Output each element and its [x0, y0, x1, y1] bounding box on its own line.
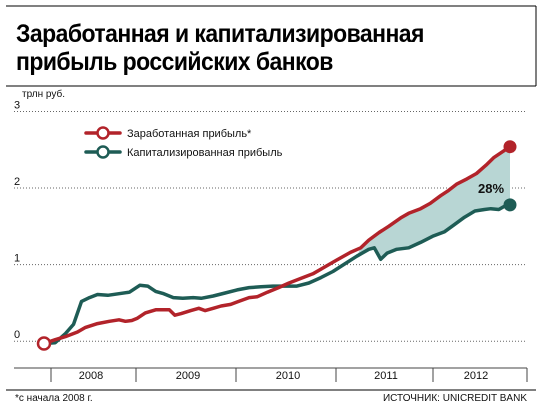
x-tick-label: 2012 [464, 370, 488, 382]
x-tick-label: 2009 [176, 370, 200, 382]
y-tick-label: 3 [14, 99, 20, 111]
axis-layer: 0 1 2 3 2008 2009 2010 2011 2012 [14, 99, 528, 382]
y-tick-label: 0 [14, 329, 20, 341]
source-note: ИСТОЧНИК: UNICREDIT BANK [383, 393, 527, 404]
chart-title-line-2: прибыль российских банков [16, 48, 333, 76]
legend-label: Заработанная прибыль* [127, 128, 252, 140]
chart-title-line-1: Заработанная и капитализированная [16, 20, 424, 48]
legend-label: Капитализированная прибыль [127, 147, 283, 159]
series-line-earned [42, 144, 512, 346]
capitalized-end-marker [503, 198, 517, 212]
y-tick-label: 2 [14, 176, 20, 188]
y-unit-label: трлн руб. [22, 88, 65, 100]
legend-swatch-marker [96, 126, 110, 140]
series-layer [36, 140, 517, 351]
gap-percent-label: 28% [478, 181, 504, 196]
start-marker [36, 336, 52, 351]
x-tick-label: 2010 [276, 370, 300, 382]
x-tick-label: 2011 [374, 370, 398, 382]
footnote: *с начала 2008 г. [15, 393, 93, 404]
x-tick-label: 2008 [79, 370, 103, 382]
legend-swatch-marker [96, 145, 110, 159]
legend: Заработанная прибыль* Капитализированная … [84, 126, 283, 159]
y-tick-label: 1 [14, 253, 20, 265]
earned-end-marker [503, 140, 517, 154]
